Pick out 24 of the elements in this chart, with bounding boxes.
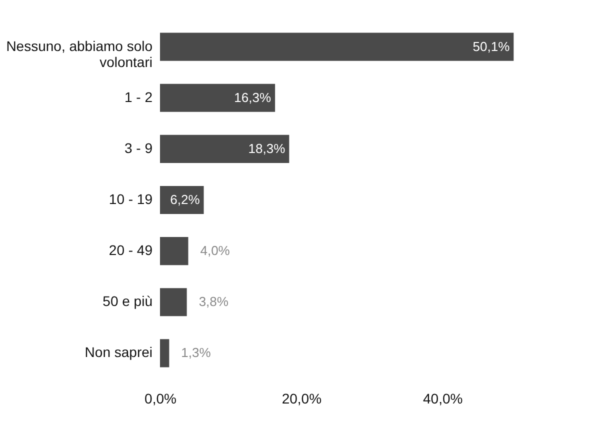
data-label: 6,2%: [170, 192, 200, 207]
data-label: 16,3%: [234, 90, 272, 105]
y-tick-label: 20 - 49: [108, 242, 153, 258]
y-tick-label: 50 e più: [102, 293, 152, 310]
y-tick-label: Nessuno, abbiamo solo volontari: [6, 38, 153, 70]
data-label: 50,1%: [472, 38, 510, 54]
y-tick-label: 10 - 19: [108, 191, 153, 207]
y-tick-label: Non saprei: [84, 344, 152, 360]
data-label: 4,0%: [200, 243, 230, 258]
bar: [160, 186, 204, 214]
data-label: 1,3%: [181, 345, 212, 360]
bar: [160, 237, 188, 266]
bar: [160, 32, 514, 61]
data-label: 3,8%: [198, 294, 229, 310]
y-tick-label: 1 - 2: [124, 88, 153, 105]
bar: [160, 288, 187, 316]
bar: [160, 339, 170, 368]
x-tick-label: 20,0%: [282, 390, 322, 406]
x-tick-label: 0,0%: [144, 390, 176, 406]
y-tick-label: 3 - 9: [124, 140, 153, 156]
bar: [160, 84, 276, 112]
data-label: 18,3%: [248, 140, 286, 156]
bar: [160, 134, 290, 163]
x-tick-label: 40,0%: [423, 390, 463, 406]
